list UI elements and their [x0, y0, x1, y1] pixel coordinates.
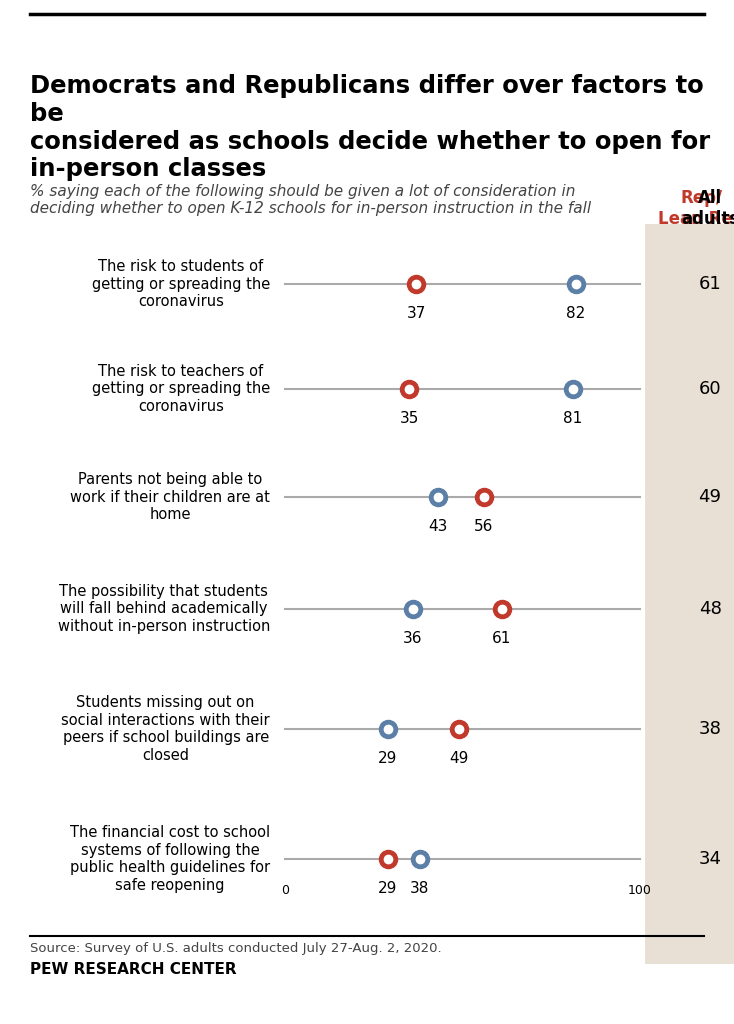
Text: 38: 38 [699, 720, 722, 738]
Text: The possibility that students
will fall behind academically
without in-person in: The possibility that students will fall … [58, 584, 270, 634]
Text: PEW RESEARCH CENTER: PEW RESEARCH CENTER [30, 962, 236, 977]
Text: Students missing out on
social interactions with their
peers if school buildings: Students missing out on social interacti… [62, 695, 270, 763]
Text: 56: 56 [474, 519, 493, 534]
Text: 100: 100 [628, 884, 652, 897]
Text: All
adults: All adults [681, 189, 734, 227]
Text: 82: 82 [567, 306, 586, 321]
Text: Democrats and Republicans differ over factors to be
considered as schools decide: Democrats and Republicans differ over fa… [30, 74, 710, 181]
Text: The risk to students of
getting or spreading the
coronavirus: The risk to students of getting or sprea… [92, 259, 270, 309]
Text: 0: 0 [281, 884, 289, 897]
Text: 60: 60 [699, 380, 722, 398]
Text: 29: 29 [378, 881, 398, 896]
Text: 34: 34 [699, 850, 722, 868]
Text: 49: 49 [449, 751, 468, 766]
Text: 38: 38 [410, 881, 429, 896]
Text: 81: 81 [563, 411, 582, 426]
Text: 35: 35 [399, 411, 419, 426]
Text: 29: 29 [378, 751, 398, 766]
Bar [645, 224, 734, 964]
Text: The risk to teachers of
getting or spreading the
coronavirus: The risk to teachers of getting or sprea… [92, 365, 270, 414]
Text: 49: 49 [699, 488, 722, 506]
Text: 61: 61 [492, 631, 512, 646]
Text: Rep/
Lean Rep: Rep/ Lean Rep [658, 189, 734, 227]
Text: Parents not being able to
work if their children are at
home: Parents not being able to work if their … [70, 472, 270, 522]
Text: 36: 36 [403, 631, 423, 646]
Text: The financial cost to school
systems of following the
public health guidelines f: The financial cost to school systems of … [70, 825, 270, 893]
Text: % saying each of the following should be given a lot of consideration in
decidin: % saying each of the following should be… [30, 184, 591, 216]
Text: 61: 61 [699, 275, 722, 293]
Text: 43: 43 [428, 519, 447, 534]
Text: Source: Survey of U.S. adults conducted July 27-Aug. 2, 2020.: Source: Survey of U.S. adults conducted … [30, 942, 442, 955]
Text: 37: 37 [407, 306, 426, 321]
Text: 48: 48 [699, 600, 722, 618]
